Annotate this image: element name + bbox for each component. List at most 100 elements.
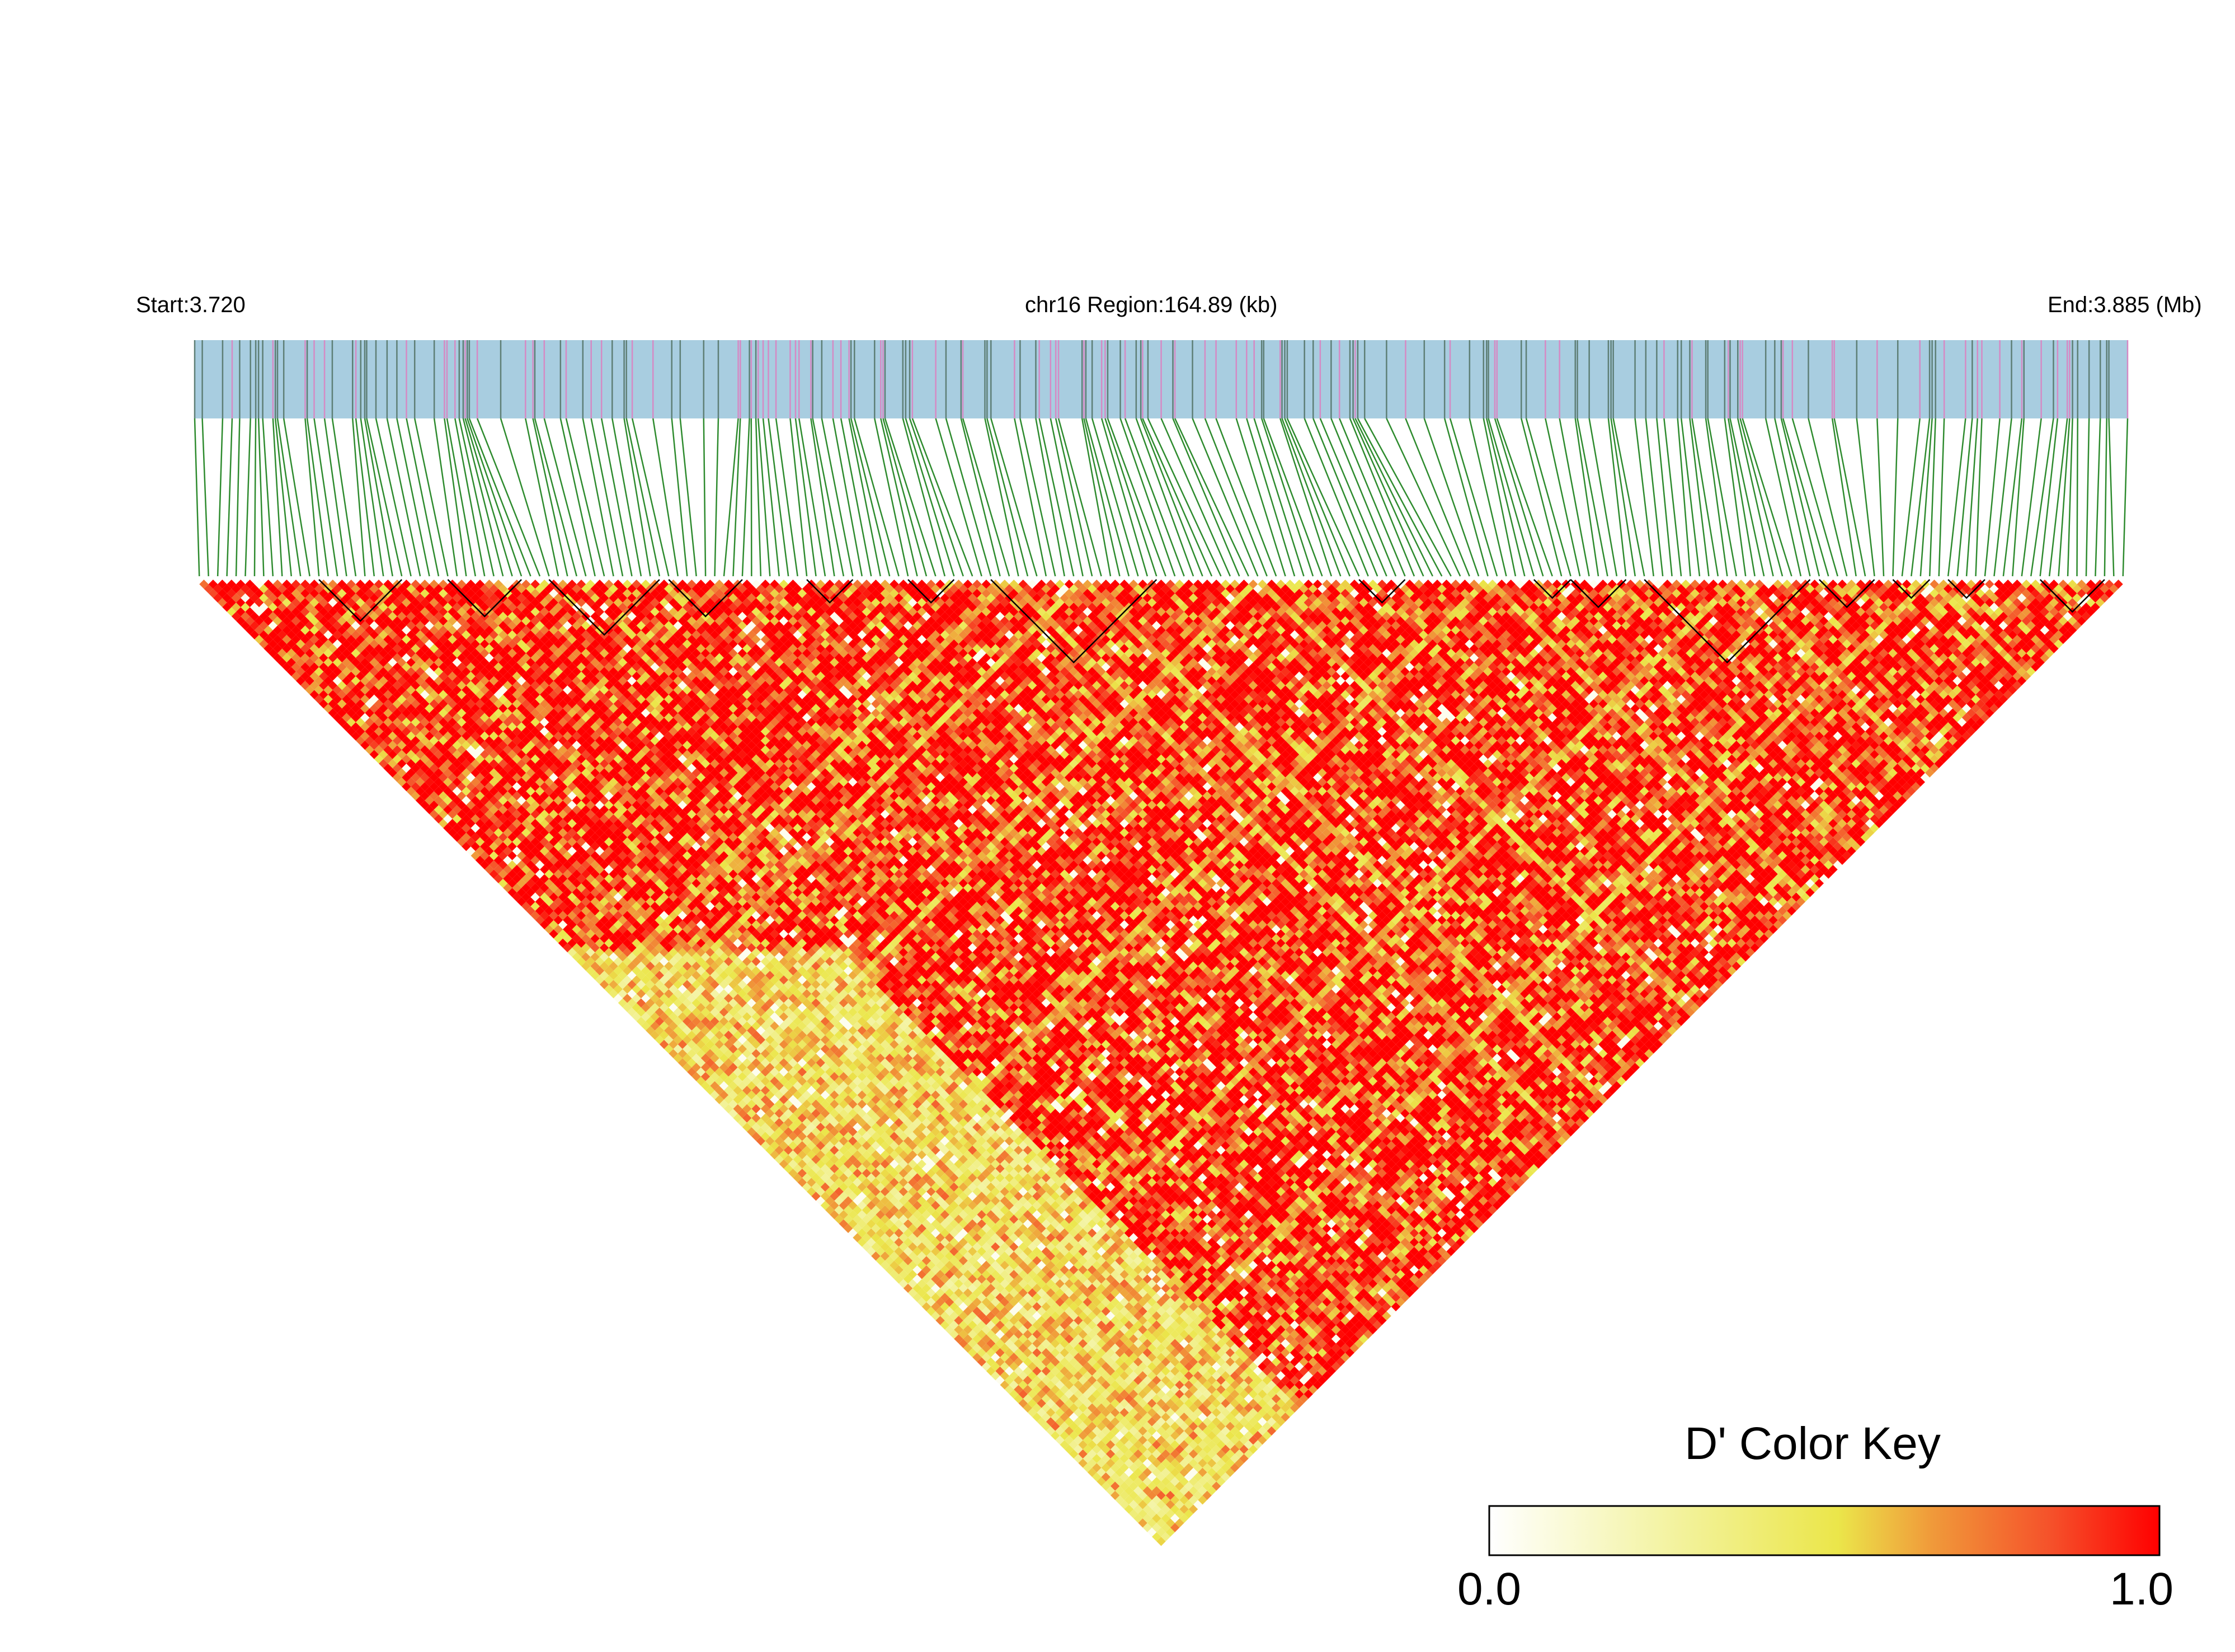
- ld-cell: [498, 878, 508, 888]
- ld-cell: [1000, 1362, 1010, 1371]
- region-start-label: Start:3.720: [136, 293, 246, 317]
- ld-cell: [807, 1168, 816, 1178]
- ld-cell: [388, 740, 397, 750]
- ld-cell: [1055, 1436, 1065, 1445]
- snp-connector-line: [454, 418, 486, 577]
- snp-connector-line: [1774, 418, 1811, 577]
- ld-cell: [388, 768, 397, 778]
- ld-cell: [218, 580, 227, 589]
- ld-cell: [908, 1269, 917, 1279]
- snp-connector-line: [468, 418, 531, 577]
- ld-cell: [1124, 1486, 1134, 1496]
- ld-cell: [544, 924, 554, 934]
- ld-cell: [282, 644, 291, 653]
- snp-connector-line: [1691, 418, 1719, 577]
- ld-cell: [737, 1109, 747, 1118]
- snp-connector-line: [768, 418, 789, 577]
- snp-connector-line: [1559, 418, 1590, 577]
- ld-cell: [254, 607, 264, 616]
- ld-cell: [521, 883, 531, 893]
- snp-connector-line: [1057, 418, 1102, 577]
- ld-cell: [1115, 1495, 1124, 1505]
- ld-cell: [466, 828, 476, 837]
- ld-cell: [627, 1008, 637, 1017]
- snp-connector-line: [1085, 418, 1130, 577]
- ld-cell: [954, 1334, 963, 1344]
- ld-cell: [314, 694, 324, 704]
- snp-connector-line: [2002, 418, 2023, 577]
- snp-connector-line: [625, 418, 661, 577]
- snp-connector-line: [1521, 418, 1563, 577]
- ld-cell: [1078, 1449, 1088, 1459]
- ld-cell: [820, 1201, 830, 1210]
- snp-connector-line: [1352, 418, 1424, 577]
- ld-cell: [1083, 1444, 1093, 1454]
- ld-cell: [1119, 1500, 1129, 1509]
- snp-connector-line: [882, 418, 928, 577]
- ld-cell: [876, 1256, 885, 1265]
- ld-cell: [360, 713, 370, 723]
- snp-connector-line: [723, 418, 739, 577]
- ld-cell: [830, 1192, 839, 1201]
- snp-connector-line: [812, 418, 845, 577]
- ld-cell: [470, 841, 481, 851]
- snp-connector-line: [1261, 418, 1314, 577]
- ld-cell: [277, 648, 287, 658]
- ld-cell: [1165, 1527, 1175, 1537]
- snp-connector-line: [413, 418, 449, 577]
- ld-cell: [623, 1003, 632, 1013]
- ld-cell: [1092, 1453, 1102, 1463]
- ld-cell: [241, 603, 250, 612]
- snp-connector-line: [1956, 418, 1973, 577]
- snp-connector-line: [1724, 418, 1747, 577]
- ld-cell: [360, 731, 370, 741]
- ld-cell: [512, 892, 522, 902]
- ld-cell: [834, 1215, 844, 1224]
- snp-connector-line: [732, 418, 741, 577]
- ld-cell: [1041, 1403, 1051, 1413]
- ld-cell: [245, 597, 255, 608]
- ld-cell: [512, 874, 522, 883]
- ld-cell: [867, 1246, 876, 1256]
- ld-cell: [857, 1228, 867, 1238]
- ld-cell: [411, 791, 421, 801]
- snp-connector-line: [1140, 418, 1203, 577]
- ld-cell: [894, 1256, 904, 1265]
- ld-cell: [457, 809, 467, 819]
- ld-cell: [323, 694, 333, 704]
- snp-connector-line: [810, 418, 835, 577]
- ld-cell: [415, 787, 425, 796]
- ld-cell: [406, 759, 416, 769]
- snp-connector-line: [1656, 418, 1673, 577]
- ld-cell: [1087, 1467, 1097, 1477]
- ld-cell: [507, 888, 517, 897]
- ld-cell: [420, 800, 430, 810]
- ld-cell: [231, 611, 241, 622]
- snp-connector-line: [1680, 418, 1701, 577]
- ld-cell: [282, 662, 291, 672]
- ld-cell: [305, 667, 314, 676]
- snp-connector-line: [1929, 418, 1936, 577]
- snp-connector-line: [821, 418, 854, 577]
- ld-cell: [512, 865, 522, 874]
- ld-cell: [475, 846, 485, 856]
- ld-cell: [503, 855, 512, 865]
- ld-cell: [286, 657, 296, 667]
- ld-cell: [379, 750, 388, 759]
- ld-cell: [438, 791, 448, 801]
- ld-cell: [462, 832, 471, 842]
- ld-cell: [291, 644, 301, 653]
- snp-connector-line: [323, 418, 347, 577]
- snp-connector-line: [1100, 418, 1149, 577]
- snp-connector-line: [1645, 418, 1664, 577]
- snp-connector-line: [272, 418, 283, 577]
- ld-cell: [480, 841, 490, 851]
- ld-cell: [623, 994, 632, 1003]
- ld-cell: [991, 1371, 1000, 1381]
- ld-cell: [535, 906, 545, 916]
- snp-connector-line: [1312, 418, 1378, 577]
- ld-cell: [1092, 1472, 1102, 1482]
- ld-cell: [291, 653, 301, 663]
- snp-connector-line: [235, 418, 241, 577]
